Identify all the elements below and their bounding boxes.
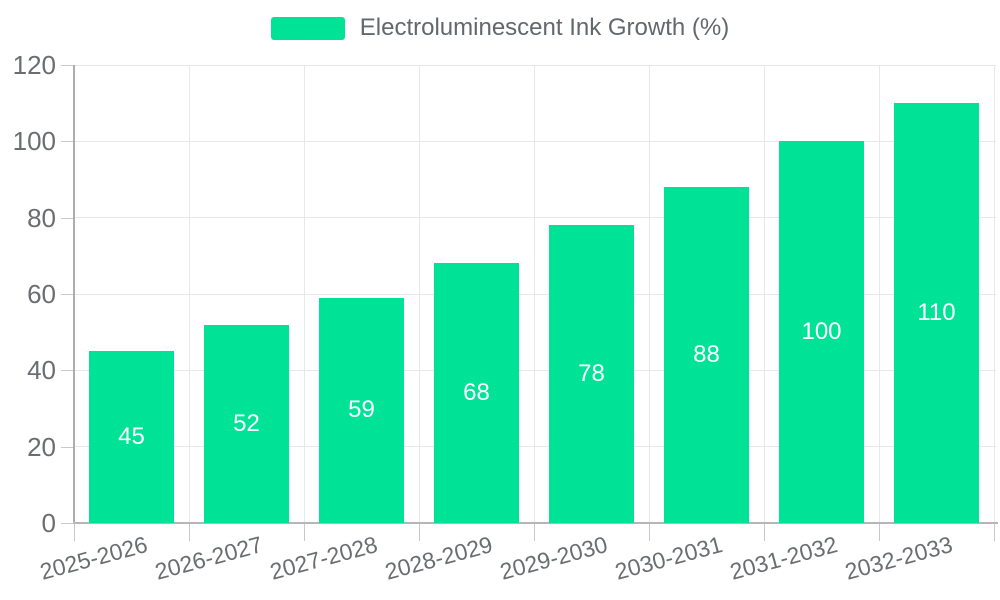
x-axis-tick xyxy=(73,524,75,541)
x-gridline xyxy=(303,65,305,523)
x-axis-tick xyxy=(993,524,995,541)
x-axis-tick-label: 2027-2028 xyxy=(266,531,380,585)
y-axis-tick-label: 40 xyxy=(27,355,56,386)
y-axis-tick xyxy=(61,65,73,66)
y-axis-tick xyxy=(61,141,73,143)
y-axis-tick-label: 60 xyxy=(27,279,56,309)
x-axis-tick-label: 2032-2033 xyxy=(841,531,955,585)
y-gridline xyxy=(74,369,996,371)
x-axis-line xyxy=(73,522,998,524)
y-gridline xyxy=(74,446,996,448)
bar-value-label: 45 xyxy=(118,423,145,451)
x-axis-tick-label: 2029-2030 xyxy=(496,531,610,585)
bar-value-label: 88 xyxy=(693,341,720,369)
x-gridline xyxy=(878,65,880,523)
x-axis-tick xyxy=(648,524,650,541)
y-gridline xyxy=(74,293,996,295)
bar[interactable]: 110 xyxy=(894,103,979,523)
x-axis-tick-label: 2025-2026 xyxy=(36,531,150,585)
y-axis-tick-label: 0 xyxy=(41,508,56,538)
y-axis-tick xyxy=(61,523,73,524)
x-axis-tick-label: 2030-2031 xyxy=(611,531,725,585)
y-axis-tick xyxy=(61,294,73,295)
y-gridline xyxy=(74,64,996,66)
x-gridline xyxy=(763,65,765,523)
x-gridline xyxy=(533,65,535,523)
y-gridline xyxy=(74,140,996,142)
y-axis-tick xyxy=(61,446,73,448)
bar-value-label: 78 xyxy=(578,360,605,388)
x-axis-tick xyxy=(303,524,305,541)
bar[interactable]: 100 xyxy=(779,141,864,523)
y-axis-line xyxy=(73,65,75,523)
legend[interactable]: Electroluminescent Ink Growth (%) xyxy=(0,16,1000,40)
x-axis-tick xyxy=(878,524,880,541)
bar[interactable]: 88 xyxy=(664,187,749,523)
x-axis-tick-label: 2026-2027 xyxy=(151,531,265,585)
x-gridline xyxy=(648,65,650,523)
x-axis-tick-label: 2028-2029 xyxy=(381,531,495,585)
y-axis-tick xyxy=(61,217,73,219)
x-axis-tick xyxy=(188,524,190,541)
bar-value-label: 68 xyxy=(463,379,490,407)
bar[interactable]: 59 xyxy=(319,297,404,523)
bar-value-label: 59 xyxy=(348,396,375,424)
y-axis-tick-label: 80 xyxy=(27,202,56,233)
x-axis-tick xyxy=(418,524,420,541)
y-axis-tick-label: 20 xyxy=(27,431,56,462)
x-axis-tick xyxy=(763,524,765,541)
y-axis-tick xyxy=(61,370,73,372)
x-gridline xyxy=(418,65,420,523)
legend-series-label[interactable]: Electroluminescent Ink Growth (%) xyxy=(359,14,730,41)
bar[interactable]: 45 xyxy=(89,351,174,523)
x-gridline xyxy=(188,65,190,523)
x-axis-tick xyxy=(533,524,535,541)
bar-value-label: 52 xyxy=(233,409,260,437)
bar[interactable]: 52 xyxy=(204,324,289,523)
y-axis-tick-label: 120 xyxy=(12,50,56,80)
bar-value-label: 100 xyxy=(801,318,842,346)
legend-swatch-icon[interactable] xyxy=(270,16,345,40)
bar-value-label: 110 xyxy=(917,299,956,327)
bar[interactable]: 68 xyxy=(434,263,519,523)
y-axis-tick-label: 100 xyxy=(12,126,56,157)
x-axis-tick-label: 2031-2032 xyxy=(726,531,840,585)
y-gridline xyxy=(74,217,996,219)
x-gridline xyxy=(993,65,995,523)
bar[interactable]: 78 xyxy=(549,225,634,523)
